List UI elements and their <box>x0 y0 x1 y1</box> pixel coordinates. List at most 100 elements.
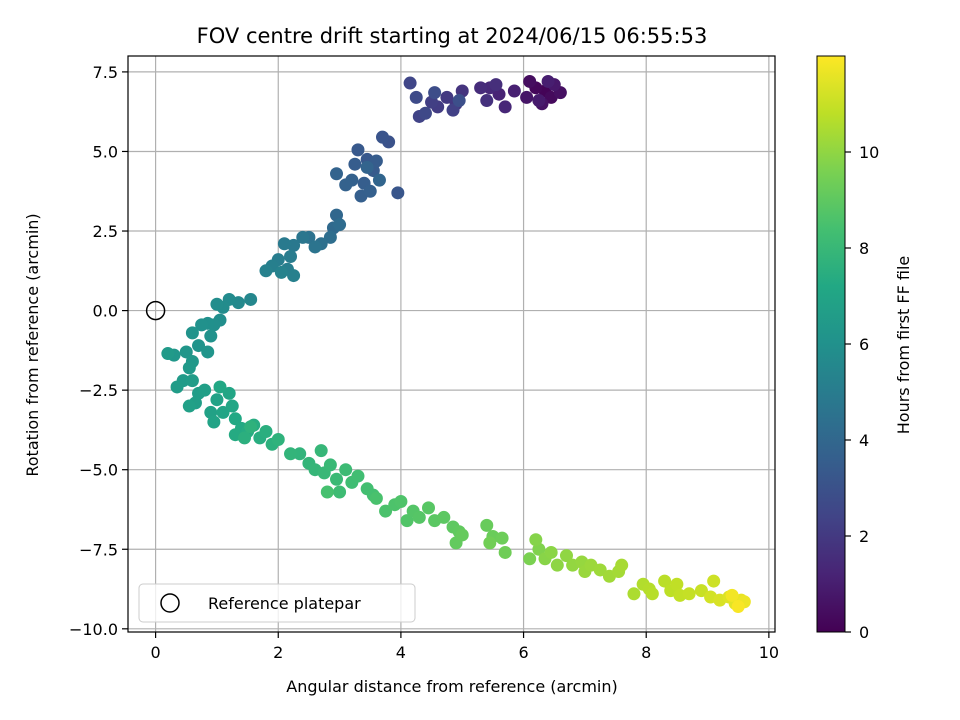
data-point <box>330 472 344 486</box>
colorbar-tick-label: 8 <box>859 239 869 258</box>
data-point <box>284 249 298 263</box>
data-point <box>170 380 184 394</box>
data-point <box>725 588 739 602</box>
y-axis-label: Rotation from reference (arcmin) <box>23 213 42 476</box>
data-point <box>339 463 353 477</box>
x-tick-label: 4 <box>396 643 406 662</box>
x-axis-ticks: 0 2 4 6 8 10 <box>151 632 779 662</box>
legend-reference-label: Reference platepar <box>208 594 361 613</box>
colorbar-tick-label: 10 <box>859 143 879 162</box>
data-point <box>440 90 454 104</box>
data-point <box>351 469 365 483</box>
data-point <box>333 218 347 232</box>
data-point <box>228 412 242 426</box>
data-point <box>179 345 193 359</box>
grid-lines <box>128 56 775 632</box>
data-point <box>489 78 503 92</box>
data-point <box>474 81 488 95</box>
data-point <box>320 485 334 499</box>
data-point <box>284 447 298 461</box>
data-point <box>207 415 221 429</box>
data-point <box>271 432 285 446</box>
data-point <box>480 94 494 108</box>
data-point <box>422 501 436 515</box>
data-point <box>198 383 212 397</box>
data-point <box>418 106 432 120</box>
data-point <box>452 94 466 108</box>
x-tick-label: 8 <box>641 643 651 662</box>
data-point <box>213 380 227 394</box>
data-point <box>351 143 365 157</box>
data-point <box>544 545 558 559</box>
data-point <box>523 74 537 88</box>
data-point <box>495 531 509 545</box>
data-point <box>238 431 252 445</box>
colorbar: 0 2 4 6 8 10 Hours from first FF file <box>816 55 913 642</box>
data-point <box>707 574 721 588</box>
data-point <box>446 103 460 117</box>
data-point <box>615 558 629 572</box>
data-point <box>225 399 239 413</box>
y-tick-label: −10.0 <box>69 620 118 639</box>
data-point <box>296 230 310 244</box>
data-point <box>222 386 236 400</box>
colorbar-label: Hours from first FF file <box>894 256 913 435</box>
data-point <box>507 84 521 98</box>
data-point <box>529 533 543 547</box>
y-tick-label: 5.0 <box>93 142 118 161</box>
x-axis-label: Angular distance from reference (arcmin) <box>286 677 617 696</box>
colorbar-tick-label: 4 <box>859 431 869 450</box>
data-point <box>376 130 390 144</box>
data-point <box>532 94 546 108</box>
data-point <box>259 264 273 278</box>
data-point <box>541 74 555 88</box>
y-tick-label: −5.0 <box>79 461 118 480</box>
colorbar-tick-label: 0 <box>859 623 869 642</box>
y-tick-label: 2.5 <box>93 222 118 241</box>
y-tick-label: −2.5 <box>79 381 118 400</box>
y-tick-label: 0.0 <box>93 302 118 321</box>
data-point <box>412 510 426 524</box>
data-point <box>244 292 258 306</box>
data-point <box>363 184 377 198</box>
data-point <box>694 584 708 598</box>
data-point <box>627 587 641 601</box>
data-point <box>480 518 494 532</box>
colorbar-tick-label: 6 <box>859 335 869 354</box>
data-points <box>161 74 751 614</box>
y-tick-label: −7.5 <box>79 540 118 559</box>
data-point <box>394 495 408 509</box>
reference-marker-layer <box>145 300 166 321</box>
data-point <box>330 167 344 181</box>
x-tick-label: 10 <box>759 643 779 662</box>
data-point <box>293 447 307 461</box>
data-point <box>195 318 209 332</box>
data-point <box>550 558 564 572</box>
data-point <box>593 563 607 577</box>
data-point <box>409 90 423 104</box>
data-point <box>204 329 218 343</box>
axes-frame <box>127 55 776 633</box>
y-axis-ticks: −10.0 −7.5 −5.0 −2.5 0.0 2.5 5.0 7.5 <box>69 63 128 639</box>
data-point <box>498 545 512 559</box>
data-point <box>323 458 337 472</box>
data-point <box>287 269 301 283</box>
data-point <box>400 514 414 528</box>
legend: Reference platepar <box>138 583 416 623</box>
chart-title: FOV centre drift starting at 2024/06/15 … <box>197 24 708 48</box>
data-point <box>523 552 537 566</box>
data-point <box>244 420 258 434</box>
legend-box <box>138 583 416 623</box>
data-point <box>520 90 534 104</box>
data-point <box>314 444 328 458</box>
x-tick-label: 6 <box>518 643 528 662</box>
data-point <box>658 574 672 588</box>
data-point <box>379 504 393 518</box>
data-point <box>161 347 175 361</box>
data-point <box>339 178 353 192</box>
data-point <box>360 160 374 174</box>
colorbar-ticks: 0 2 4 6 8 10 <box>845 143 879 642</box>
colorbar-tick-label: 2 <box>859 527 869 546</box>
data-point <box>369 154 383 168</box>
